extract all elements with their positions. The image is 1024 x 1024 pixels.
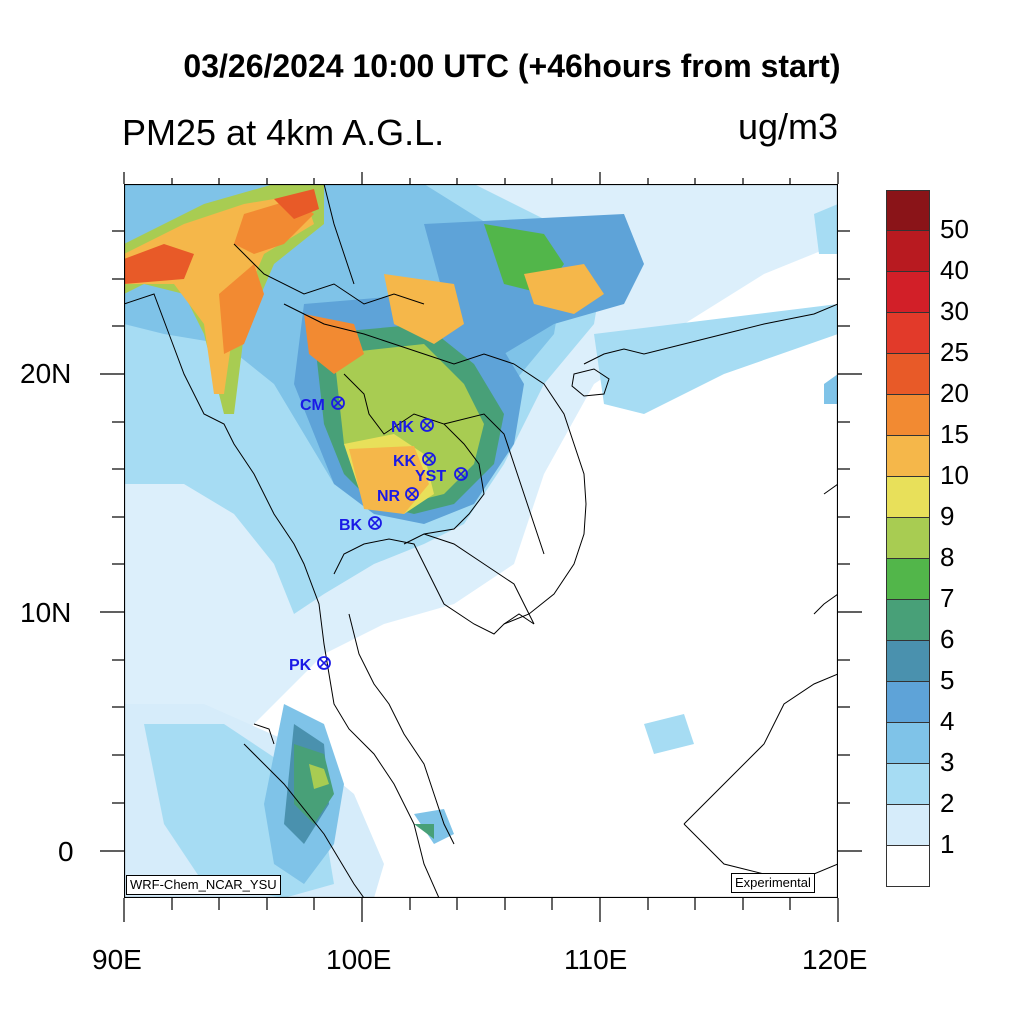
station-kk[interactable]: KK: [393, 452, 436, 470]
y-tick-label: 10N: [20, 597, 72, 628]
legend-swatch: [886, 641, 930, 682]
station-cross-icon: [333, 398, 343, 408]
station-cross-icon: [422, 420, 432, 430]
station-cross-icon: [456, 469, 466, 479]
map-title: 03/26/2024 10:00 UTC (+46hours from star…: [183, 48, 841, 84]
legend-swatch: [886, 190, 930, 231]
station-marker-icon: [331, 396, 345, 410]
station-yst[interactable]: YST: [415, 467, 468, 485]
legend-swatch: [886, 764, 930, 805]
legend-level-label: 2: [940, 788, 955, 818]
legend-level-label: 30: [940, 296, 969, 326]
legend-level-label: 9: [940, 501, 955, 531]
legend-level-label: 50: [940, 214, 969, 244]
station-cm[interactable]: CM: [300, 396, 345, 414]
x-tick-label: 100E: [326, 944, 392, 975]
station-marker-icon: [317, 656, 331, 670]
y-tick-label: 0: [58, 836, 74, 867]
station-cross-icon: [424, 454, 434, 464]
legend-swatch: [886, 805, 930, 846]
station-marker-icon: [454, 467, 468, 481]
pm25-map: CM NK KK YST NR: [123, 183, 839, 899]
legend-level-label: 3: [940, 747, 955, 777]
station-cross-icon: [319, 658, 329, 668]
station-nk[interactable]: NK: [391, 418, 434, 436]
legend-swatch: [886, 272, 930, 313]
legend-swatch: [886, 559, 930, 600]
legend-swatch: [886, 682, 930, 723]
station-cross-icon: [407, 489, 417, 499]
legend-swatch: [886, 313, 930, 354]
legend-level-label: 6: [940, 624, 955, 654]
map-border: [123, 183, 839, 899]
legend-swatch: [886, 846, 930, 887]
x-tick-label: 90E: [92, 944, 142, 975]
legend-level-label: 8: [940, 542, 955, 572]
station-marker-icon: [420, 418, 434, 432]
experimental-badge: Experimental: [731, 873, 815, 893]
legend-level-label: 10: [940, 460, 969, 490]
x-tick-label: 110E: [564, 944, 628, 975]
station-label: KK: [393, 453, 417, 470]
model-credit: WRF-Chem_NCAR_YSU: [126, 875, 281, 895]
legend-level-label: 4: [940, 706, 955, 736]
station-cross-icon: [370, 518, 380, 528]
station-label: BK: [339, 517, 363, 534]
legend-swatch: [886, 600, 930, 641]
legend-swatch: [886, 436, 930, 477]
variable-label: PM25 at 4km A.G.L.: [122, 112, 445, 153]
x-tick-label: 120E: [802, 944, 868, 975]
y-tick-label: 20N: [20, 358, 72, 389]
stations: CM NK KK YST NR: [289, 396, 468, 674]
station-label: NK: [391, 419, 415, 436]
station-marker-icon: [368, 516, 382, 530]
concentration-field: [124, 184, 838, 898]
legend-level-label: 20: [940, 378, 969, 408]
station-label: NR: [377, 488, 401, 505]
units-label: ug/m3: [737, 106, 838, 147]
legend-level-label: 40: [940, 255, 969, 285]
legend-level-label: 1: [940, 829, 955, 859]
coastlines: [124, 184, 838, 898]
legend-level-label: 5: [940, 665, 955, 695]
legend-level-label: 7: [940, 583, 955, 613]
station-bk[interactable]: BK: [339, 516, 382, 534]
legend-swatch: [886, 354, 930, 395]
station-label: YST: [415, 468, 446, 485]
legend-level-label: 15: [940, 419, 969, 449]
legend-swatch: [886, 723, 930, 764]
legend-swatch: [886, 395, 930, 436]
legend-swatch: [886, 518, 930, 559]
station-marker-icon: [405, 487, 419, 501]
station-label: CM: [300, 397, 325, 414]
station-pk[interactable]: PK: [289, 656, 331, 674]
map-panel: CM NK KK YST NR: [123, 183, 839, 899]
legend-swatch: [886, 477, 930, 518]
legend-level-label: 25: [940, 337, 969, 367]
station-marker-icon: [422, 452, 436, 466]
station-label: PK: [289, 657, 312, 674]
color-legend: [886, 190, 930, 887]
legend-swatch: [886, 231, 930, 272]
station-nr[interactable]: NR: [377, 487, 419, 505]
